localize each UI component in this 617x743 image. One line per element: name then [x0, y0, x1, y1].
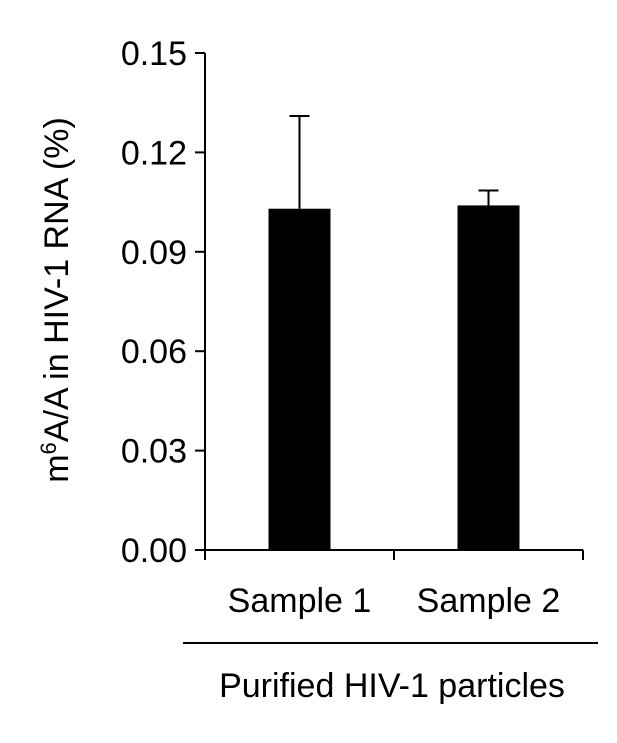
y-tick-label: 0.12: [121, 134, 187, 172]
y-tick-label: 0.15: [121, 35, 187, 73]
plot-area: 0.00 0.03 0.06 0.09 0.12 0.15 Sample 1 Sample 2: [121, 35, 584, 620]
x-category-label: Sample 2: [417, 582, 561, 620]
y-tick-label: 0.09: [121, 234, 187, 272]
x-category-label: Sample 1: [228, 582, 372, 620]
y-axis-label-prefix: m: [38, 454, 76, 482]
y-tick-label: 0.00: [121, 532, 187, 570]
y-axis-label: m6A/A in HIV-1 RNA (%): [36, 117, 76, 483]
bar: [457, 205, 520, 550]
bar: [268, 208, 331, 550]
y-axis-label-rest: A/A in HIV-1 RNA (%): [38, 117, 76, 442]
y-tick-label: 0.03: [121, 433, 187, 471]
y-axis-label-superscript: 6: [36, 442, 61, 454]
group-label: Purified HIV-1 particles: [219, 667, 565, 705]
y-tick-label: 0.06: [121, 333, 187, 371]
